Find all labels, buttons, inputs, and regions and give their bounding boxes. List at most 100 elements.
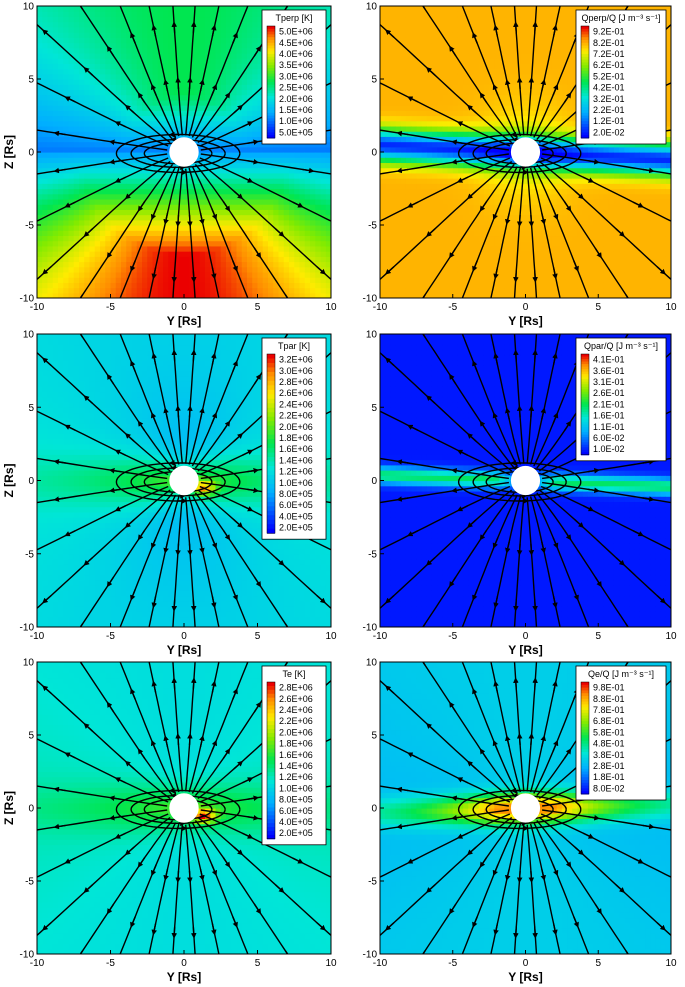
field-line-arrow [190, 21, 197, 34]
heatmap-cell [110, 26, 117, 33]
heatmap-cell [457, 73, 464, 80]
field-line-arrow [284, 6, 289, 10]
heatmap-cell [47, 214, 54, 221]
heatmap-cell [499, 21, 506, 28]
heatmap-cell [452, 251, 459, 257]
heatmap-cell [58, 188, 64, 195]
heatmap-cell [58, 251, 64, 257]
heatmap-cell [421, 261, 428, 268]
heatmap-cell [121, 188, 127, 195]
heatmap-cell [457, 79, 464, 85]
heatmap-cell [283, 245, 290, 252]
heatmap-cell [184, 52, 190, 59]
heatmap-cell [126, 146, 133, 153]
heatmap-cell [37, 162, 43, 169]
heatmap-cell [58, 52, 64, 59]
heatmap-cell [199, 256, 206, 263]
heatmap-cell [84, 292, 91, 298]
heatmap-cell [515, 266, 521, 273]
heatmap-cell [515, 230, 521, 237]
heatmap-cell [100, 219, 106, 226]
heatmap-cell [68, 115, 75, 122]
heatmap-cell [494, 277, 501, 283]
heatmap-cell [494, 230, 501, 237]
heatmap-cell [380, 6, 386, 12]
heatmap-cell [468, 204, 475, 210]
heatmap-cell [437, 193, 443, 200]
heatmap-cell [385, 282, 391, 289]
heatmap-cell [73, 94, 80, 101]
heatmap-cell [385, 204, 391, 210]
heatmap-cell [105, 256, 112, 263]
heatmap-cell [452, 79, 459, 85]
heatmap-cell [520, 240, 527, 247]
heatmap-cell [47, 282, 54, 289]
heatmap-cell [163, 240, 169, 247]
heatmap-cell [400, 235, 407, 242]
heatmap-cell [205, 183, 211, 190]
heatmap-cell [157, 292, 164, 298]
heatmap-cell [173, 68, 180, 75]
heatmap-cell [509, 63, 516, 70]
heatmap-cell [525, 271, 532, 278]
heatmap-cell [400, 94, 407, 101]
heatmap-cell [199, 261, 206, 268]
heatmap-cell [268, 251, 274, 257]
heatmap-cell [136, 287, 143, 294]
heatmap-cell [236, 214, 243, 221]
heatmap-cell [126, 115, 133, 122]
heatmap-cell [110, 266, 117, 273]
heatmap-cell [236, 209, 243, 216]
legend-color-step [267, 48, 275, 52]
heatmap-cell [52, 204, 59, 210]
heatmap-cell [447, 146, 454, 153]
heatmap-cell [157, 287, 164, 294]
heatmap-cell [37, 94, 43, 101]
heatmap-cell [152, 105, 159, 111]
heatmap-cell [452, 131, 459, 137]
heatmap-cell [147, 141, 154, 148]
heatmap-cell [390, 11, 397, 18]
heatmap-cell [226, 152, 232, 158]
heatmap-cell [437, 79, 443, 85]
heatmap-cell [115, 219, 122, 226]
heatmap-cell [220, 219, 227, 226]
heatmap-cell [199, 214, 206, 221]
heatmap-cell [199, 42, 206, 49]
heatmap-cell [147, 68, 154, 75]
heatmap-cell [210, 146, 217, 153]
heatmap-cell [452, 125, 459, 132]
heatmap-cell [115, 256, 122, 263]
heatmap-cell [231, 292, 238, 298]
heatmap-cell [299, 271, 306, 278]
heatmap-cell [452, 68, 459, 75]
heatmap-cell [325, 79, 331, 85]
heatmap-cell [126, 235, 133, 242]
heatmap-cell [289, 178, 295, 184]
heatmap-cell [168, 115, 175, 122]
heatmap-cell [400, 37, 407, 44]
heatmap-cell [525, 68, 532, 75]
heatmap-cell [478, 178, 485, 184]
heatmap-cell [525, 256, 532, 263]
heatmap-cell [73, 183, 80, 190]
heatmap-cell [110, 84, 117, 91]
heatmap-cell [73, 21, 80, 28]
heatmap-cell [157, 94, 164, 101]
heatmap-cell [58, 235, 64, 242]
heatmap-cell [178, 89, 185, 96]
heatmap-cell [47, 183, 54, 190]
heatmap-cell [489, 209, 495, 216]
heatmap-cell [457, 209, 464, 216]
heatmap-cell [236, 292, 243, 298]
heatmap-cell [431, 37, 438, 44]
heatmap-cell [220, 68, 227, 75]
heatmap-cell [199, 21, 206, 28]
heatmap-cell [157, 63, 164, 70]
heatmap-cell [483, 193, 490, 200]
heatmap-cell [152, 178, 159, 184]
heatmap-cell [173, 6, 180, 12]
heatmap-cell [168, 292, 175, 298]
field-line-arrow [275, 228, 285, 237]
heatmap-cell [457, 99, 464, 106]
